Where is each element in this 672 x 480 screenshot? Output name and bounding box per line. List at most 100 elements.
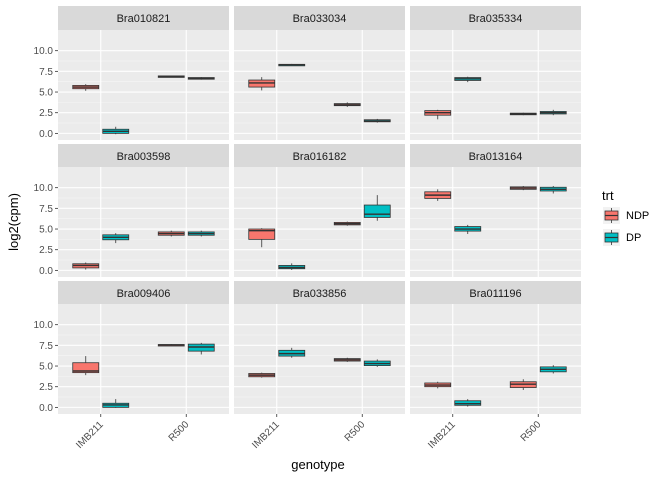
y-tick-label: 7.5 (39, 67, 53, 78)
box-r500-dp (363, 118, 391, 123)
y-tick-label: 2.5 (39, 382, 53, 393)
box-r500-ndp (157, 230, 185, 237)
box-imb211-ndp (248, 77, 276, 91)
facet-title: Bra013164 (469, 151, 523, 163)
panel-background (58, 167, 229, 277)
x-tick-label: IMB211 (250, 419, 282, 451)
x-axis-title: genotype (291, 457, 345, 472)
box-imb211-dp (102, 399, 130, 408)
y-tick-label: 5.0 (39, 88, 53, 99)
box-r500-dp (363, 195, 391, 221)
facet-title: Bra009406 (117, 288, 171, 300)
facet-panels: Bra010821 Bra033034 Bra035334 Bra003598 Bra0… (58, 6, 581, 414)
box-imb211-dp (102, 233, 130, 244)
box-r500-ndp (333, 102, 361, 107)
panel-background (58, 30, 229, 140)
box-r500-ndp (157, 75, 185, 78)
box-imb211-ndp (72, 356, 100, 376)
y-tick-label: 5.0 (39, 362, 53, 373)
facet-title: Bra016182 (293, 151, 347, 163)
legend-label: NDP (626, 210, 649, 222)
y-tick-label: 0.0 (39, 129, 53, 140)
box-imb211-dp (454, 224, 482, 234)
facet-panel: Bra035334 (410, 6, 581, 140)
panel-background (410, 304, 581, 414)
facet-panel: Bra010821 (58, 6, 229, 140)
facet-panel: Bra011196 (410, 281, 581, 414)
legend-item-dp: DP (603, 229, 641, 246)
box-r500-dp (187, 230, 215, 237)
facet-strip (234, 144, 405, 168)
facet-strip (410, 6, 581, 30)
facet-panel: Bra033856 (234, 281, 405, 414)
y-tick-label: 2.5 (39, 245, 53, 256)
box-imb211-ndp (72, 84, 100, 91)
y-tick-label: 5.0 (39, 225, 53, 236)
box-r500-ndp (509, 112, 537, 116)
box-r500-ndp (509, 379, 537, 391)
panel-background (410, 167, 581, 277)
facet-strip (410, 144, 581, 168)
facet-title: Bra033856 (293, 288, 347, 300)
box-body (72, 362, 100, 374)
facet-title: Bra035334 (469, 13, 523, 25)
facet-strip (234, 281, 405, 305)
box-imb211-ndp (248, 372, 276, 378)
y-tick-label: 2.5 (39, 108, 53, 119)
facet-strip (58, 144, 229, 168)
box-imb211-dp (278, 347, 306, 358)
facet-panel: Bra013164 (410, 144, 581, 277)
facet-title: Bra003598 (117, 151, 171, 163)
legend: trt NDP DP (602, 188, 649, 246)
y-tick-label: 0.0 (39, 403, 53, 414)
x-tick-label: R500 (519, 419, 544, 444)
facet-strip (58, 281, 229, 305)
facet-panel: Bra009406 (58, 281, 229, 414)
x-tick-label: IMB211 (426, 419, 458, 451)
box-r500-dp (187, 342, 215, 355)
y-tick-label: 7.5 (39, 204, 53, 215)
box-body (363, 204, 391, 218)
box-r500-ndp (509, 186, 537, 191)
x-tick-label: R500 (167, 419, 192, 444)
box-r500-ndp (157, 344, 185, 347)
box-r500-ndp (333, 357, 361, 362)
legend-item-ndp: NDP (603, 207, 649, 224)
panel-background (234, 304, 405, 414)
y-tick-label: 10.0 (34, 183, 54, 194)
x-tick-label: IMB211 (74, 419, 106, 451)
box-r500-dp (187, 77, 215, 80)
y-tick-label: 10.0 (34, 46, 54, 57)
panel-background (234, 167, 405, 277)
box-imb211-ndp (424, 381, 452, 389)
box-imb211-ndp (424, 109, 452, 120)
y-tick-label: 0.0 (39, 266, 53, 277)
legend-title: trt (602, 188, 614, 203)
box-imb211-dp (278, 263, 306, 270)
x-tick-label: R500 (343, 419, 368, 444)
y-tick-label: 10.0 (34, 320, 54, 331)
y-axis-title: log2(cpm) (6, 193, 21, 251)
box-imb211-dp (454, 399, 482, 407)
facet-title: Bra010821 (117, 13, 171, 25)
facet-panel: Bra033034 (234, 6, 405, 140)
facet-panel: Bra003598 (58, 144, 229, 277)
x-axis: IMB211 R500 IMB211 R500 IMB211 R500 (74, 414, 544, 451)
y-axis: 0.0 2.5 5.0 7.5 10.0 0.0 2.5 5.0 7.5 10.0 0.0 2.5 5.… (34, 46, 58, 414)
facet-title: Bra011196 (469, 288, 521, 300)
facet-strip (234, 6, 405, 30)
box-imb211-ndp (72, 262, 100, 270)
box-r500-dp (539, 109, 567, 116)
box-imb211-dp (454, 76, 482, 83)
box-imb211-ndp (424, 189, 452, 201)
facet-strip (58, 6, 229, 30)
panel-background (410, 30, 581, 140)
box-r500-dp (539, 365, 567, 374)
box-r500-dp (539, 186, 567, 194)
panel-background (58, 304, 229, 414)
legend-label: DP (626, 232, 641, 244)
facet-strip (410, 281, 581, 305)
box-r500-ndp (333, 221, 361, 226)
box-imb211-ndp (248, 228, 276, 248)
